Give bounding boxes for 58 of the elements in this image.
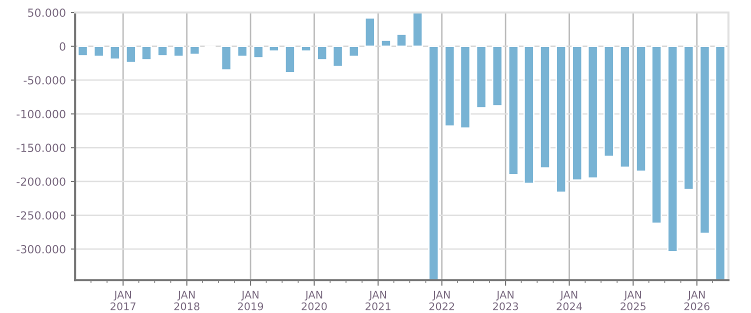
y-tick-label: -50.000 xyxy=(24,76,66,84)
y-tick-label: -250.000 xyxy=(16,211,66,220)
bar xyxy=(523,46,534,184)
y-tick-label: -300.000 xyxy=(16,245,66,254)
bar xyxy=(667,46,678,252)
bar xyxy=(699,46,710,234)
x-tick-label: JAN 2019 xyxy=(238,290,264,310)
y-tick-label: 50.000 xyxy=(28,8,66,17)
bar xyxy=(476,46,487,108)
y-tick-label: -200.000 xyxy=(16,177,66,186)
x-tick-label: JAN 2020 xyxy=(302,290,327,310)
bar xyxy=(93,46,104,58)
bar xyxy=(364,17,376,48)
bar xyxy=(651,46,662,224)
bar xyxy=(540,46,551,169)
bar xyxy=(636,46,647,172)
bar xyxy=(300,46,312,52)
bar xyxy=(444,46,456,127)
bar xyxy=(141,46,152,61)
bar xyxy=(508,46,519,176)
x-tick-label: JAN 2025 xyxy=(620,290,646,310)
bar xyxy=(109,46,120,60)
x-tick-label: JAN 2024 xyxy=(556,290,582,310)
bar xyxy=(380,40,392,48)
bar xyxy=(125,46,136,64)
bar xyxy=(332,46,344,68)
bar xyxy=(284,46,296,74)
bar xyxy=(252,46,264,58)
y-tick-label: -100.000 xyxy=(16,110,66,118)
bar xyxy=(236,46,248,58)
x-tick-label: JAN 2026 xyxy=(684,290,710,310)
bar xyxy=(77,46,88,56)
x-tick-label: JAN 2017 xyxy=(110,290,136,310)
x-tick-label: JAN 2018 xyxy=(174,290,200,310)
bar xyxy=(157,46,168,56)
bar xyxy=(460,46,471,129)
bar xyxy=(189,46,200,56)
bar xyxy=(173,46,184,58)
bar xyxy=(683,46,694,190)
y-tick-label: -150.000 xyxy=(16,144,66,152)
bar xyxy=(603,46,614,158)
y-tick-label: 0 xyxy=(60,42,66,51)
bar xyxy=(587,46,598,179)
bar xyxy=(396,33,408,48)
x-tick-label: JAN 2022 xyxy=(429,290,454,310)
bar xyxy=(316,46,328,61)
bar xyxy=(348,46,360,58)
bar xyxy=(619,46,630,168)
bar xyxy=(572,46,583,181)
bar xyxy=(220,46,232,71)
bar xyxy=(492,46,503,106)
bar xyxy=(428,46,440,280)
x-tick-label: JAN 2021 xyxy=(366,290,390,310)
bar xyxy=(556,46,567,193)
bar xyxy=(268,46,280,52)
bar xyxy=(412,12,424,48)
bar xyxy=(714,46,726,280)
x-tick-label: JAN 2023 xyxy=(493,290,518,310)
